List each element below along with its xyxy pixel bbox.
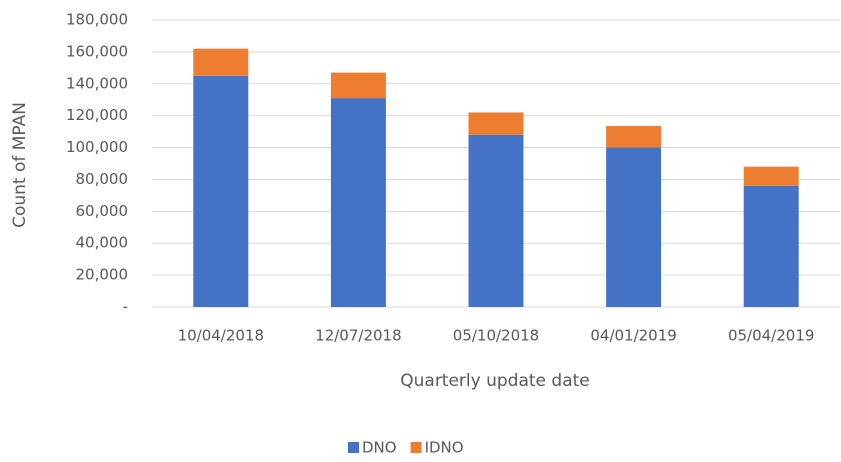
y-tick-label: 160,000 [66,42,128,60]
y-tick-label: 40,000 [76,234,129,252]
y-axis-title: Count of MPAN [10,102,30,228]
bar-segment [468,112,524,135]
bar-segment [743,185,799,307]
legend-swatch [348,442,359,453]
x-tick-label: 10/04/2018 [178,327,264,345]
x-axis-title: Quarterly update date [400,371,590,391]
y-tick-label: 60,000 [76,202,129,220]
x-tick-label: 04/01/2019 [590,327,676,345]
y-tick-label: 20,000 [76,266,129,284]
y-tick-label: 80,000 [76,170,129,188]
legend-label: IDNO [425,439,464,457]
x-tick-label: 12/07/2018 [315,327,401,345]
bar-segment [330,98,386,307]
y-tick-label: 100,000 [66,138,128,156]
bar-segment [193,48,249,76]
y-tick-label: 180,000 [66,11,128,29]
bar-segment [743,166,799,186]
y-tick-label: 140,000 [66,74,128,92]
y-tick-label: 120,000 [66,106,128,124]
bar-segment [606,126,662,148]
legend-label: DNO [362,439,397,457]
y-tick-label: - [123,298,128,316]
x-tick-label: 05/04/2019 [728,327,814,345]
bar-segment [193,75,249,307]
legend-swatch [410,442,422,453]
bar-segment [606,147,662,307]
bar-segment [468,134,524,307]
x-tick-label: 05/10/2018 [453,327,539,345]
bar-segment [330,72,386,99]
